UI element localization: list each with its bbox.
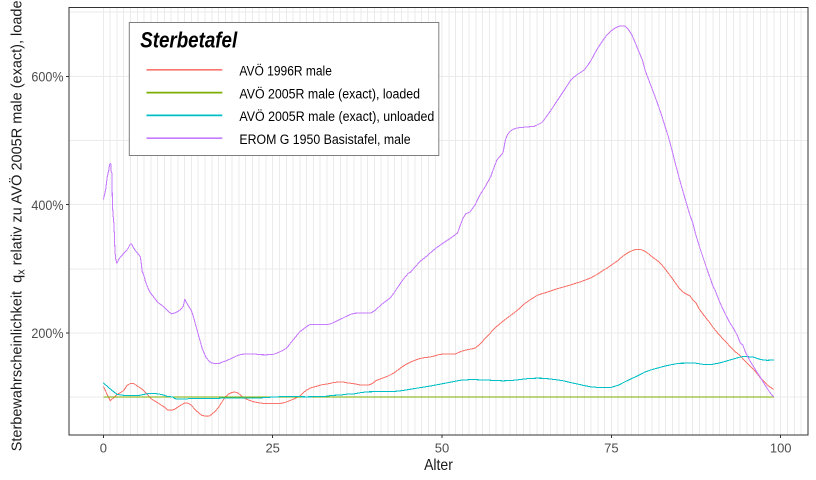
svg-text:AVÖ 2005R male (exact), loaded: AVÖ 2005R male (exact), loaded [239,86,420,101]
svg-text:100: 100 [770,440,792,455]
svg-text:50: 50 [435,440,449,455]
svg-text:0: 0 [100,440,107,455]
svg-text:400%: 400% [31,198,63,213]
svg-text:AVÖ 2005R male (exact), unload: AVÖ 2005R male (exact), unloaded [239,109,434,124]
svg-text:Sterbetafel: Sterbetafel [140,28,238,53]
svg-text:200%: 200% [31,326,63,341]
svg-text:25: 25 [265,440,279,455]
svg-text:AVÖ 1996R male: AVÖ 1996R male [239,64,332,79]
svg-text:600%: 600% [31,70,63,85]
svg-text:Alter: Alter [424,457,453,474]
svg-text:Sterbewahrscheinlichkeit qx r: Sterbewahrscheinlichkeit qx relativ zu A… [8,0,28,451]
svg-text:EROM G 1950 Basistafel, male: EROM G 1950 Basistafel, male [239,132,410,147]
svg-text:75: 75 [604,440,618,455]
